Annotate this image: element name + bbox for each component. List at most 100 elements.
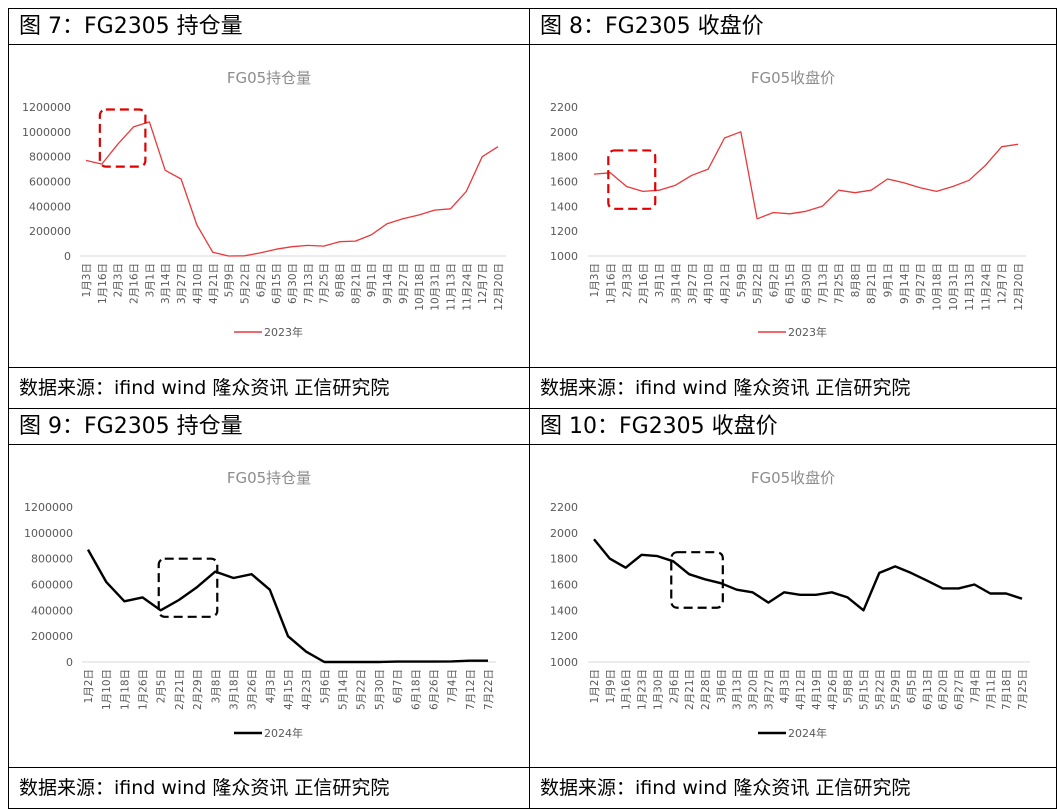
legend-label: 2023年 xyxy=(788,325,827,339)
x-tick-label: 1月16日 xyxy=(605,263,617,304)
y-tick-label: 200000 xyxy=(29,225,71,238)
x-tick-label: 11月13日 xyxy=(964,263,976,311)
x-tick-label: 12月20日 xyxy=(493,263,505,311)
close-price-chart-2023: FG05收盘价 1000 1200 1400 1600 1800 2000 2200 1月3日 1… xyxy=(550,69,1026,339)
x-tick-label: 3月20日 xyxy=(748,669,760,710)
y-tick-label: 1000000 xyxy=(24,527,73,540)
y-tick-label: 1600 xyxy=(550,176,578,189)
x-tick-label: 3月8日 xyxy=(210,669,222,703)
chart-title: FG05收盘价 xyxy=(751,469,835,487)
x-tick-label: 3月26日 xyxy=(247,669,259,710)
open-interest-chart-2023: FG05持仓量 0 200000 400000 600000 800000 1000000 1… xyxy=(22,69,506,339)
x-tick-label: 7月13日 xyxy=(817,263,829,304)
y-tick-label: 2200 xyxy=(550,501,578,514)
x-tick-label: 3月1日 xyxy=(654,263,666,297)
data-source: 数据来源：ifind wind 隆众资讯 正信研究院 xyxy=(529,367,1057,409)
y-tick-label: 1400 xyxy=(550,604,578,617)
x-tick-label: 1月3日 xyxy=(81,263,93,297)
y-tick-label: 1200000 xyxy=(22,101,71,114)
chart-panel: FG05持仓量 0 200000 400000 600000 800000 1000000 1… xyxy=(8,444,530,768)
x-tick-label: 1月2日 xyxy=(83,669,95,703)
x-tick-label: 1月3日 xyxy=(589,263,601,297)
data-source: 数据来源：ifind wind 隆众资讯 正信研究院 xyxy=(529,767,1057,809)
x-tick-label: 5月29日 xyxy=(890,669,902,710)
x-tick-label: 7月25日 xyxy=(1017,669,1029,710)
x-tick-label: 2月29日 xyxy=(192,669,204,710)
x-tick-label: 6月2日 xyxy=(768,263,780,297)
x-tick-label: 4月10日 xyxy=(703,263,715,304)
x-tick-label: 3月13日 xyxy=(732,669,744,710)
figure-caption: 图 7：FG2305 持仓量 xyxy=(8,8,530,45)
x-tick-label: 2月21日 xyxy=(174,669,186,710)
series-line xyxy=(86,549,488,664)
x-tick-label: 10月18日 xyxy=(414,263,426,311)
chart-panel: FG05持仓量 0 200000 400000 600000 800000 1000000 1… xyxy=(8,44,530,368)
x-tick-label: 11月13日 xyxy=(445,263,457,311)
x-tick-label: 2月6日 xyxy=(668,669,680,703)
x-tick-label: 1月16日 xyxy=(621,669,633,710)
x-tick-label: 6月2日 xyxy=(255,263,267,297)
x-tick-label: 7月18日 xyxy=(1001,669,1013,710)
data-source: 数据来源：ifind wind 隆众资讯 正信研究院 xyxy=(8,367,530,409)
y-tick-label: 2000 xyxy=(550,527,578,540)
x-tick-label: 2月3日 xyxy=(622,263,634,297)
y-tick-label: 1800 xyxy=(550,553,578,566)
x-tick-label: 5月30日 xyxy=(374,669,386,710)
x-tick-label: 2月28日 xyxy=(700,669,712,710)
x-tick-label: 4月23日 xyxy=(301,669,313,710)
x-tick-label: 1月16日 xyxy=(97,263,109,304)
x-tick-label: 1月2日 xyxy=(589,669,601,703)
close-price-chart-2024: FG05收盘价 1000 1200 1400 1600 1800 2000 2200 1月2日 1… xyxy=(550,469,1030,740)
x-tick-label: 6月7日 xyxy=(392,669,404,703)
x-tick-label: 5月14日 xyxy=(338,669,350,710)
x-tick-label: 4月21日 xyxy=(719,263,731,304)
x-tick-label: 5月6日 xyxy=(319,669,331,703)
x-tick-label: 6月15日 xyxy=(271,263,283,304)
y-tick-label: 600000 xyxy=(31,579,73,592)
legend-label: 2023年 xyxy=(264,325,303,339)
x-tick-label: 5月22日 xyxy=(752,263,764,304)
x-tick-label: 1月10日 xyxy=(101,669,113,710)
x-tick-label: 6月30日 xyxy=(801,263,813,304)
x-tick-label: 10月31日 xyxy=(430,263,442,311)
x-tick-label: 4月3日 xyxy=(779,669,791,703)
series-line xyxy=(593,131,1019,220)
x-tick-label: 7月4日 xyxy=(969,669,981,703)
x-tick-label: 4月15日 xyxy=(283,669,295,710)
x-tick-label: 9月27日 xyxy=(915,263,927,304)
x-tick-label: 2月5日 xyxy=(156,669,168,703)
chart-panel: FG05收盘价 1000 1200 1400 1600 1800 2000 2200 1月2日 1… xyxy=(529,444,1057,768)
x-tick-label: 6月13日 xyxy=(922,669,934,710)
figure-caption: 图 9：FG2305 持仓量 xyxy=(8,408,530,445)
x-tick-label: 8月21日 xyxy=(350,263,362,304)
chart-panel: FG05收盘价 1000 1200 1400 1600 1800 2000 2200 1月3日 1… xyxy=(529,44,1057,368)
y-tick-label: 800000 xyxy=(29,151,71,164)
highlight-box xyxy=(607,149,657,210)
figure-caption: 图 8：FG2305 收盘价 xyxy=(529,8,1057,45)
x-tick-label: 7月22日 xyxy=(483,669,495,710)
series-line xyxy=(593,538,1023,612)
highlight-box xyxy=(98,108,147,168)
x-tick-label: 5月22日 xyxy=(356,669,368,710)
x-tick-label: 5月9日 xyxy=(736,263,748,297)
y-tick-label: 200000 xyxy=(31,630,73,643)
y-tick-label: 400000 xyxy=(29,200,71,213)
x-tick-label: 6月30日 xyxy=(287,263,299,304)
x-tick-label: 7月13日 xyxy=(303,263,315,304)
x-tick-label: 10月18日 xyxy=(931,263,943,311)
x-tick-label: 1月26日 xyxy=(138,669,150,710)
x-tick-label: 1月23日 xyxy=(637,669,649,710)
x-tick-label: 7月11日 xyxy=(985,669,997,710)
x-tick-label: 1月9日 xyxy=(605,669,617,703)
highlight-box xyxy=(157,557,219,618)
x-tick-label: 10月31日 xyxy=(948,263,960,311)
y-tick-label: 1000 xyxy=(550,656,578,669)
x-tick-label: 8月8日 xyxy=(335,263,347,297)
x-tick-label: 6月5日 xyxy=(906,669,918,703)
x-tick-label: 9月14日 xyxy=(899,263,911,304)
x-tick-label: 4月26日 xyxy=(827,669,839,710)
x-tick-label: 9月27日 xyxy=(398,263,410,304)
y-tick-label: 1200000 xyxy=(24,501,73,514)
x-tick-label: 3月14日 xyxy=(160,263,172,304)
x-tick-label: 2月21日 xyxy=(684,669,696,710)
